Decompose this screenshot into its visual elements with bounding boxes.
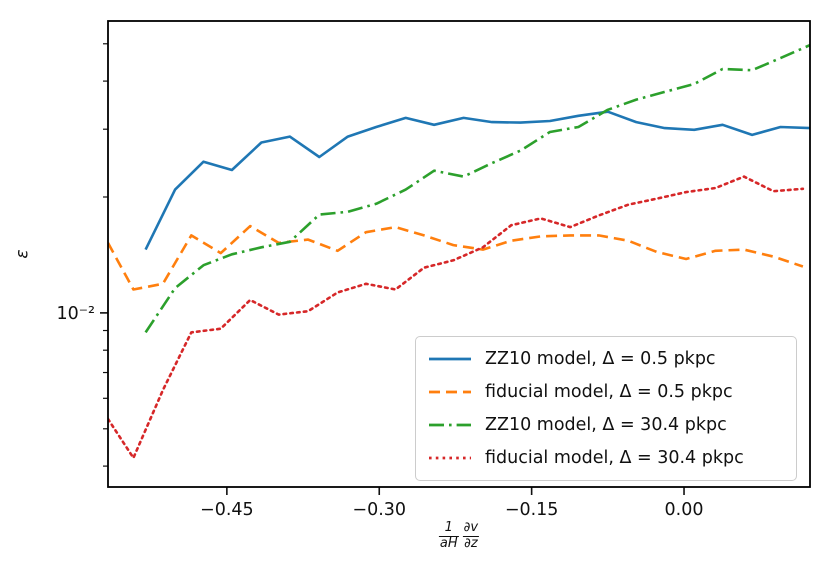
legend-item-label: ZZ10 model, Δ = 0.5 pkpc [485,349,716,370]
series-line-1 [108,224,804,291]
legend-item-label: fiducial model, Δ = 0.5 pkpc [485,382,733,403]
frac2-denominator: ∂z [463,535,479,551]
series-line-2 [144,43,810,334]
y-axis-label: ε [12,249,33,259]
legend-item: fiducial model, Δ = 30.4 pkpc [416,448,796,468]
frac1-numerator: 1 [444,520,453,535]
x-tick-label: −0.15 [505,500,559,520]
x-axis-label-frac2: ∂v ∂z [463,520,479,552]
x-tick-label: 0.00 [665,500,704,520]
x-axis-label: 1 aH ∂v ∂z [438,520,479,552]
x-axis-label-frac1: 1 aH [438,520,459,552]
legend-item-label: fiducial model, Δ = 30.4 pkpc [485,447,744,468]
series-line-3 [108,175,805,460]
legend-item-label: ZZ10 model, Δ = 30.4 pkpc [485,414,727,435]
legend-line-dashdot-icon [429,423,471,427]
x-tick-label: −0.30 [352,500,406,520]
frac1-denominator: aH [438,535,459,551]
frac2-numerator: ∂v [463,520,479,535]
y-tick-label: 10⁻² [56,304,95,324]
legend-item: ZZ10 model, Δ = 30.4 pkpc [416,415,796,435]
legend: ZZ10 model, Δ = 0.5 pkpc fiducial model,… [415,336,797,481]
legend-line-dashed-icon [429,390,471,394]
legend-line-dotted-icon [429,456,471,460]
x-tick-label: −0.45 [200,500,254,520]
axes-border [107,20,811,488]
legend-line-solid-icon [429,357,471,361]
legend-item: fiducial model, Δ = 0.5 pkpc [416,382,796,402]
legend-item: ZZ10 model, Δ = 0.5 pkpc [416,349,796,369]
series-line-0 [144,110,810,251]
